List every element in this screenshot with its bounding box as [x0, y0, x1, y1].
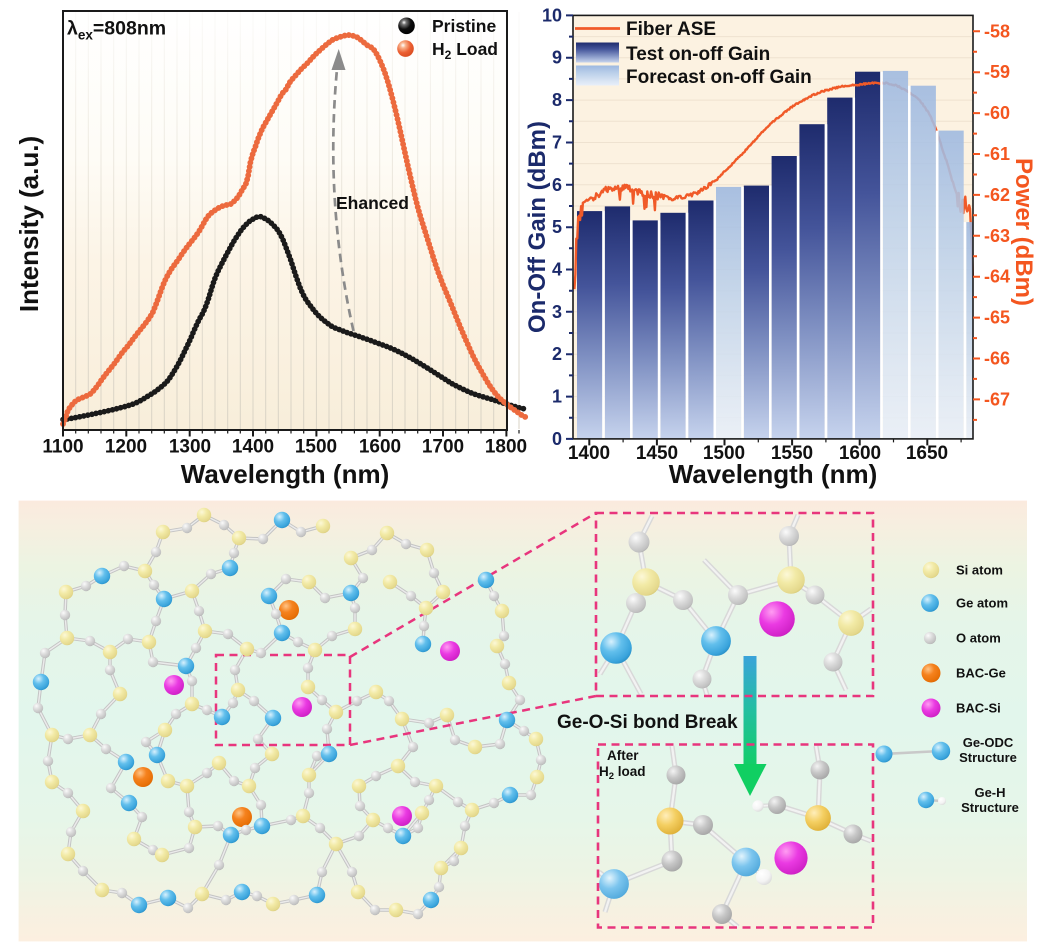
svg-text:7: 7: [552, 132, 562, 152]
svg-text:-59: -59: [984, 62, 1010, 82]
svg-text:1650: 1650: [906, 443, 948, 464]
svg-text:1400: 1400: [232, 437, 274, 458]
svg-text:-65: -65: [984, 308, 1010, 328]
svg-text:-61: -61: [984, 144, 1010, 164]
svg-text:Test on-off Gain: Test on-off Gain: [626, 44, 770, 65]
svg-text:1450: 1450: [636, 443, 678, 464]
svg-text:Structure: Structure: [959, 750, 1017, 765]
svg-text:10: 10: [542, 5, 562, 25]
svg-text:1: 1: [552, 387, 562, 407]
svg-text:Pristine: Pristine: [432, 16, 496, 36]
svg-text:1400: 1400: [568, 443, 610, 464]
svg-text:1300: 1300: [169, 437, 211, 458]
svg-text:-63: -63: [984, 226, 1010, 246]
svg-text:BAC-Si: BAC-Si: [956, 701, 1001, 716]
svg-text:Wavelength (nm): Wavelength (nm): [181, 459, 389, 489]
svg-text:1500: 1500: [295, 437, 337, 458]
svg-text:Ge-ODC: Ge-ODC: [963, 735, 1014, 750]
svg-text:-66: -66: [984, 349, 1010, 369]
svg-text:Ge-H: Ge-H: [974, 785, 1005, 800]
svg-text:Power (dBm): Power (dBm): [1010, 158, 1037, 306]
svg-text:H2 Load: H2 Load: [432, 39, 498, 62]
svg-text:-62: -62: [984, 185, 1010, 205]
svg-text:-58: -58: [984, 21, 1010, 41]
svg-text:3: 3: [552, 302, 562, 322]
svg-text:Ge atom: Ge atom: [956, 596, 1008, 611]
svg-text:Ge-O-Si bond Break: Ge-O-Si bond Break: [557, 712, 738, 733]
svg-text:1500: 1500: [703, 443, 745, 464]
svg-text:1100: 1100: [42, 437, 83, 458]
svg-text:5: 5: [552, 217, 562, 237]
svg-text:On-Off Gain (dBm): On-Off Gain (dBm): [524, 121, 551, 333]
svg-text:9: 9: [552, 48, 562, 68]
svg-text:Intensity (a.u.): Intensity (a.u.): [14, 136, 44, 312]
svg-text:After: After: [607, 748, 639, 763]
svg-text:O atom: O atom: [956, 631, 1001, 646]
svg-text:0: 0: [552, 429, 562, 449]
svg-text:BAC-Ge: BAC-Ge: [956, 666, 1006, 681]
svg-text:6: 6: [552, 175, 562, 195]
svg-text:-67: -67: [984, 389, 1010, 409]
svg-text:1600: 1600: [839, 443, 881, 464]
svg-text:Ehanced: Ehanced: [336, 193, 409, 213]
svg-text:1800: 1800: [485, 437, 527, 458]
svg-text:Forecast on-off Gain: Forecast on-off Gain: [626, 67, 812, 88]
svg-text:Structure: Structure: [961, 800, 1019, 815]
svg-text:-64: -64: [984, 267, 1010, 287]
svg-text:Si atom: Si atom: [956, 563, 1003, 578]
svg-text:1550: 1550: [771, 443, 813, 464]
svg-text:1700: 1700: [422, 437, 464, 458]
svg-text:Wavelength (nm): Wavelength (nm): [669, 459, 877, 489]
svg-text:4: 4: [552, 260, 562, 280]
svg-text:1200: 1200: [105, 437, 147, 458]
svg-text:2: 2: [552, 344, 562, 364]
svg-text:8: 8: [552, 90, 562, 110]
svg-text:Fiber ASE: Fiber ASE: [626, 19, 716, 40]
svg-text:-60: -60: [984, 103, 1010, 123]
svg-text:1600: 1600: [359, 437, 401, 458]
